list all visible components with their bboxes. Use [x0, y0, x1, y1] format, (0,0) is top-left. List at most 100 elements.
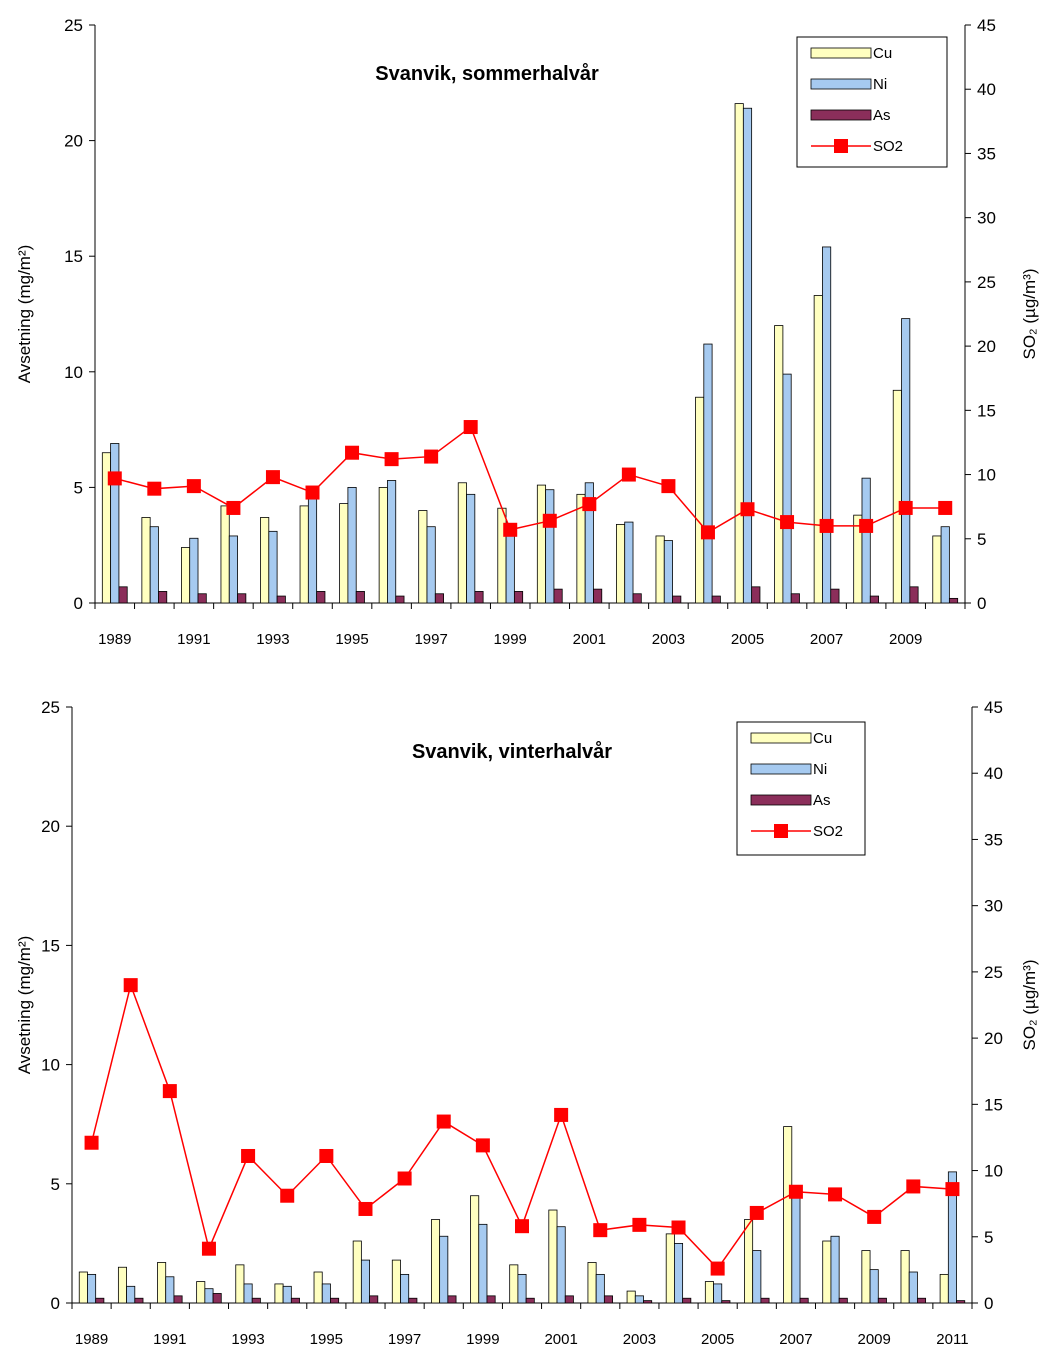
y2-tick-label: 5	[984, 1228, 993, 1247]
bar-cu-1996	[378, 486, 388, 604]
bar-as-1990	[158, 591, 168, 604]
bar-cu-2000	[509, 1264, 519, 1304]
x-tick-label: 1991	[153, 1331, 186, 1348]
bar-ni-2005	[713, 1283, 723, 1304]
bar-as-1997	[408, 1297, 418, 1304]
bar-ni-2009	[901, 318, 911, 604]
chart-title: Svanvik, sommerhalvår	[375, 62, 599, 85]
y-tick-label: 0	[74, 594, 83, 613]
bar-cu-2006	[744, 1219, 754, 1304]
bar-cu-2006	[774, 325, 784, 604]
x-tick-label: 2001	[544, 1331, 577, 1348]
bar-ni-1990	[126, 1285, 136, 1304]
bar-ni-1990	[149, 526, 159, 604]
y2-tick-label: 0	[984, 1294, 993, 1313]
bar-ni-1996	[360, 1259, 370, 1304]
y2-tick-label: 30	[984, 897, 1003, 916]
so2-marker-2011	[945, 1182, 960, 1197]
y2-axis-label: SO₂ (µg/m³)	[1020, 268, 1039, 359]
y2-axis-label: SO₂ (µg/m³)	[1020, 959, 1039, 1050]
so2-marker-2010	[906, 1179, 921, 1194]
bar-cu-2005	[704, 1281, 714, 1304]
y-tick-label: 0	[51, 1294, 60, 1313]
bar-ni-2009	[869, 1269, 879, 1304]
so2-marker-1993	[265, 470, 280, 485]
bar-as-1997	[434, 593, 444, 604]
y2-tick-label: 35	[984, 830, 1003, 849]
bar-ni-1989	[87, 1273, 97, 1304]
bar-ni-1992	[204, 1288, 214, 1304]
so2-marker-2001	[554, 1107, 569, 1122]
so2-marker-1995	[345, 445, 360, 460]
bar-as-2002	[632, 593, 642, 604]
bar-as-1998	[474, 591, 484, 604]
so2-marker-2002	[593, 1223, 608, 1238]
y2-tick-label: 35	[977, 144, 996, 163]
y-axis-label: Avsetning (mg/m²)	[15, 245, 34, 384]
x-tick-label: 2005	[731, 631, 764, 648]
bar-cu-1990	[141, 517, 151, 604]
bar-ni-1997	[400, 1273, 410, 1304]
so2-marker-1991	[162, 1084, 177, 1099]
y-tick-label: 20	[41, 817, 60, 836]
x-tick-label: 2007	[779, 1331, 812, 1348]
bar-ni-1995	[321, 1283, 331, 1304]
bar-as-1990	[134, 1297, 144, 1304]
bar-ni-2003	[663, 540, 673, 604]
legend-swatch-so2-marker	[774, 824, 788, 838]
bar-cu-1989	[78, 1271, 88, 1304]
bar-ni-1995	[347, 486, 357, 604]
legend: Cu Ni As SO2	[736, 721, 866, 856]
bar-as-2008	[838, 1297, 848, 1304]
bar-ni-2006	[782, 373, 792, 604]
bar-ni-2003	[634, 1295, 644, 1304]
bar-ni-1993	[268, 530, 278, 604]
bar-ni-2008	[830, 1235, 840, 1304]
legend-swatch-ni	[750, 763, 812, 775]
bar-ni-2007	[791, 1188, 801, 1304]
so2-marker-1992	[226, 500, 241, 515]
x-tick-label: 2011	[936, 1331, 968, 1348]
y-tick-label: 10	[41, 1056, 60, 1075]
x-tick-label: 1999	[494, 631, 527, 648]
bar-cu-1995	[313, 1271, 323, 1304]
y-axis-label: Avsetning (mg/m²)	[15, 936, 34, 1075]
bar-cu-2007	[783, 1126, 793, 1304]
so2-marker-2003	[661, 479, 676, 494]
bar-as-1998	[447, 1295, 457, 1304]
y2-tick-label: 20	[977, 337, 996, 356]
bar-ni-2008	[861, 477, 871, 604]
bar-cu-2007	[813, 295, 823, 604]
bar-cu-1993	[260, 517, 270, 604]
so2-marker-1990	[123, 978, 138, 993]
bar-ni-2000	[545, 489, 555, 604]
y2-tick-label: 45	[984, 698, 1003, 717]
bar-ni-2004	[674, 1243, 684, 1304]
bar-ni-1998	[466, 493, 476, 604]
bar-cu-1994	[299, 505, 309, 604]
bar-cu-1999	[497, 507, 507, 604]
so2-marker-2004	[671, 1220, 686, 1235]
bar-cu-1996	[352, 1240, 362, 1304]
legend: Cu Ni As SO2	[796, 36, 948, 168]
bar-as-2011	[956, 1300, 966, 1304]
bar-as-2005	[721, 1300, 731, 1304]
x-tick-label: 2009	[857, 1331, 890, 1348]
legend-swatch-as	[750, 794, 812, 806]
bar-ni-1994	[282, 1285, 292, 1304]
bar-ni-1996	[387, 480, 397, 604]
bar-cu-1994	[274, 1283, 284, 1304]
so2-marker-1994	[280, 1188, 295, 1203]
y2-tick-label: 45	[977, 16, 996, 35]
bar-ni-1991	[165, 1276, 175, 1304]
so2-marker-1989	[107, 471, 122, 486]
x-tick-label: 1995	[310, 1331, 343, 1348]
bar-cu-1997	[391, 1259, 401, 1304]
bar-cu-1995	[339, 503, 349, 604]
x-tick-label: 1991	[177, 631, 210, 648]
so2-line	[114, 425, 946, 534]
bar-ni-1991	[189, 537, 199, 604]
bar-cu-1993	[235, 1264, 245, 1304]
x-tick-label: 2005	[701, 1331, 734, 1348]
bar-cu-1992	[220, 505, 230, 604]
